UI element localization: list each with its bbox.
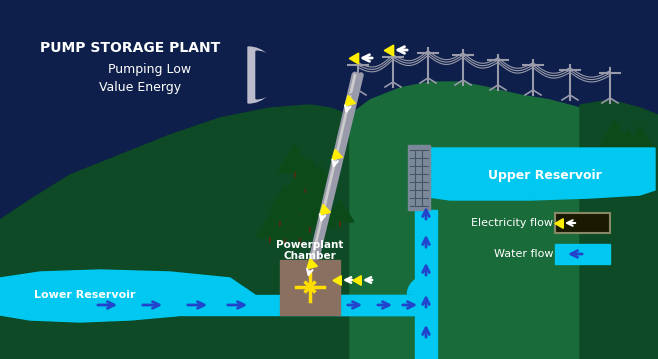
Polygon shape (415, 148, 655, 200)
Polygon shape (256, 215, 284, 238)
Polygon shape (293, 170, 317, 190)
Bar (555, 244, 610, 264)
Polygon shape (340, 295, 428, 315)
Polygon shape (626, 125, 654, 149)
Text: Pumping Low: Pumping Low (109, 64, 191, 76)
Polygon shape (0, 270, 255, 322)
Text: Value Energy: Value Energy (99, 81, 181, 94)
Polygon shape (296, 205, 324, 228)
Text: Powerplant: Powerplant (276, 240, 343, 250)
Polygon shape (615, 130, 641, 152)
Text: Chamber: Chamber (284, 251, 336, 261)
Polygon shape (277, 145, 313, 173)
Polygon shape (60, 295, 340, 315)
Bar (338, 295, 428, 315)
Polygon shape (310, 195, 340, 219)
Polygon shape (350, 82, 658, 359)
Polygon shape (304, 165, 336, 190)
Polygon shape (0, 105, 375, 359)
Polygon shape (305, 178, 331, 199)
Polygon shape (287, 218, 313, 239)
Polygon shape (283, 207, 307, 227)
Polygon shape (267, 200, 293, 222)
Bar (415, 210, 437, 359)
Polygon shape (326, 200, 354, 222)
Polygon shape (313, 208, 337, 228)
Polygon shape (273, 220, 297, 240)
Text: PUMP STORAGE PLANT: PUMP STORAGE PLANT (40, 41, 220, 55)
Polygon shape (580, 100, 658, 359)
Text: Water flow: Water flow (494, 249, 553, 259)
Text: Upper Reservoir: Upper Reservoir (488, 168, 602, 182)
Polygon shape (296, 158, 324, 180)
Polygon shape (286, 192, 314, 215)
Wedge shape (256, 51, 280, 99)
Bar (280, 260, 340, 315)
Text: Lower Reservoir: Lower Reservoir (34, 290, 136, 300)
Wedge shape (248, 47, 276, 103)
Polygon shape (302, 190, 328, 211)
Polygon shape (269, 185, 301, 211)
Text: Electricity flow: Electricity flow (471, 218, 553, 228)
Polygon shape (280, 178, 310, 202)
Bar (555, 213, 610, 233)
Bar (408, 145, 430, 210)
Polygon shape (599, 120, 631, 148)
